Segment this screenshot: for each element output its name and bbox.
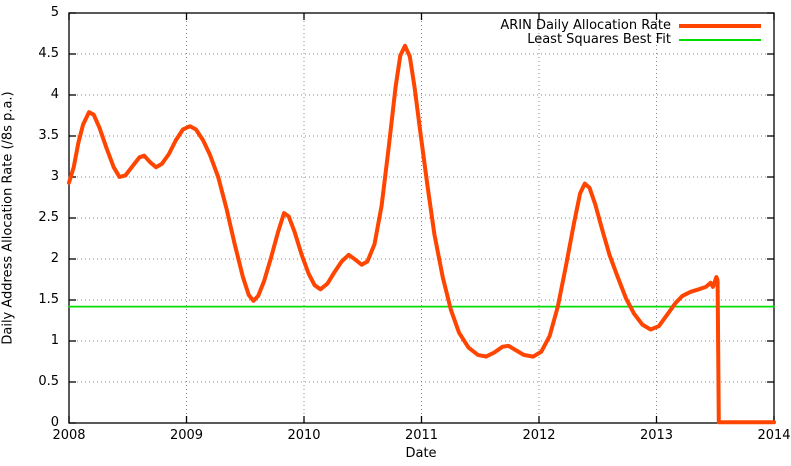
y-tick-label: 0.5 [38,374,59,389]
legend-item-best-fit: Least Squares Best Fit [500,32,761,47]
y-tick-label: 1 [50,333,59,348]
y-tick-label: 3 [50,169,59,184]
legend: ARIN Daily Allocation Rate Least Squares… [500,18,761,47]
y-tick-label: 0 [50,415,59,430]
x-tick-label: 2009 [169,428,204,443]
y-tick-label: 3.5 [38,128,59,143]
y-tick-label: 5 [50,5,59,20]
y-tick-label: 1.5 [38,292,59,307]
x-tick-label: 2013 [639,428,674,443]
y-tick-label: 2 [50,251,59,266]
x-tick-label: 2011 [404,428,439,443]
y-tick-label: 4 [50,87,59,102]
x-tick-label: 2008 [52,428,86,443]
x-axis-title: Date [405,446,437,461]
legend-label-allocation-rate: ARIN Daily Allocation Rate [500,18,671,33]
x-tick-label: 2010 [287,428,321,443]
legend-label-best-fit: Least Squares Best Fit [527,32,671,47]
allocation-rate-line [67,43,776,425]
x-tick-label: 2014 [757,428,791,443]
legend-line-sample-best-fit [679,38,761,41]
legend-item-allocation-rate: ARIN Daily Allocation Rate [500,18,761,33]
y-tick-label: 2.5 [38,210,59,225]
y-tick-label: 4.5 [38,46,59,61]
x-tick-label: 2012 [522,428,556,443]
legend-line-sample-allocation-rate [679,23,761,28]
